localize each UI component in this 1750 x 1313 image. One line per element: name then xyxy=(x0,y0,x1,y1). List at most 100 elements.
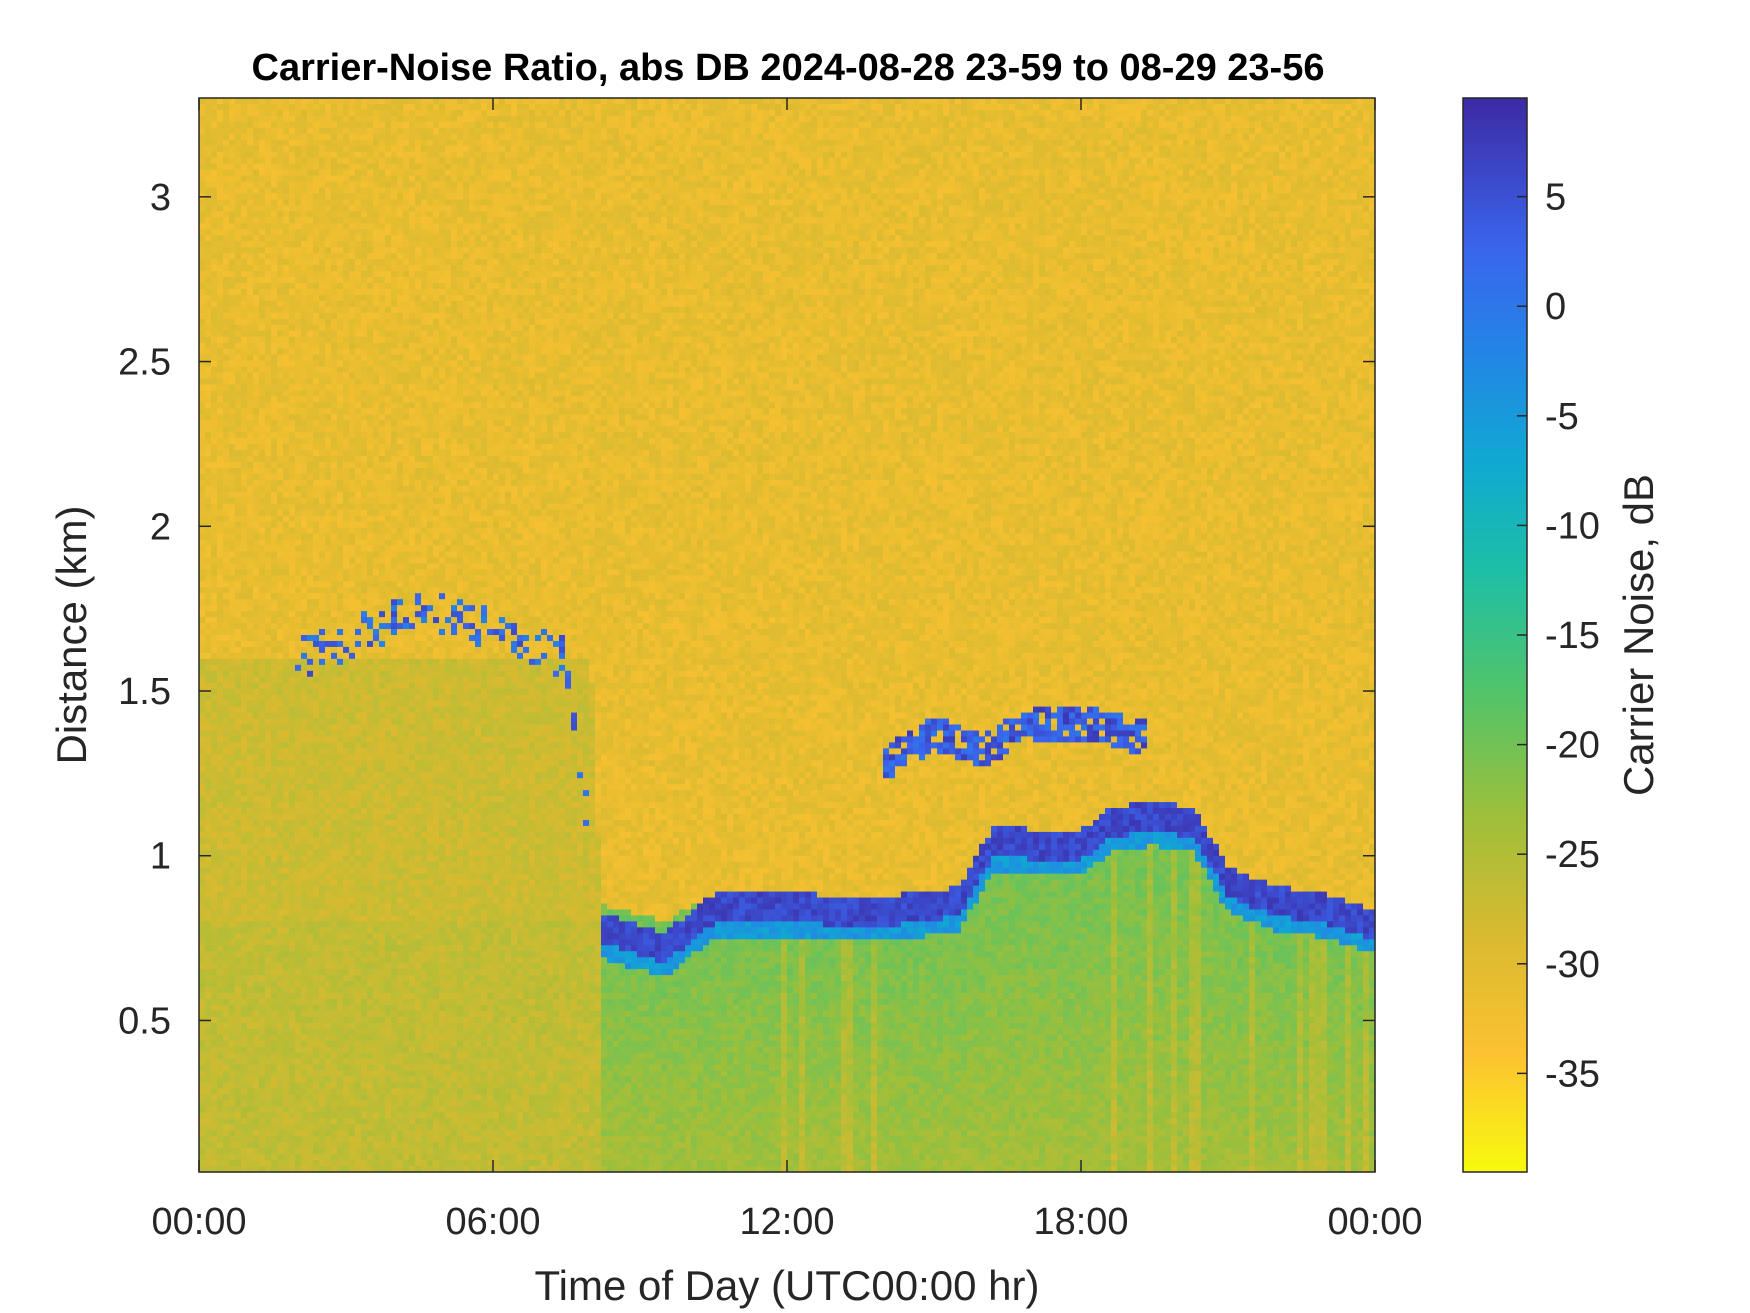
heatmap-cell xyxy=(307,641,314,648)
heatmap-cell xyxy=(283,176,290,183)
heatmap-cell xyxy=(289,647,296,654)
heatmap-cell xyxy=(223,170,230,177)
heatmap-cell xyxy=(235,110,242,117)
heatmap-cell xyxy=(241,725,248,732)
heatmap-cell xyxy=(277,772,284,779)
heatmap-cell xyxy=(289,796,296,803)
heatmap-cell xyxy=(241,426,248,433)
heatmap-cell xyxy=(235,408,242,415)
heatmap-cell xyxy=(235,211,242,218)
heatmap-cell xyxy=(277,193,284,200)
heatmap-cell xyxy=(211,438,218,445)
heatmap-cell xyxy=(283,963,290,970)
heatmap-cell xyxy=(295,1142,302,1149)
heatmap-cell xyxy=(235,498,242,505)
heatmap-cell xyxy=(271,438,278,445)
heatmap-cell xyxy=(307,969,314,976)
heatmap-cell xyxy=(283,426,290,433)
heatmap-cell xyxy=(307,420,314,427)
heatmap-cell xyxy=(259,689,266,696)
heatmap-cell xyxy=(295,199,302,206)
heatmap-cell xyxy=(283,492,290,499)
heatmap-cell xyxy=(283,874,290,881)
heatmap-cell xyxy=(301,730,308,737)
heatmap-cell xyxy=(301,265,308,272)
heatmap-cell xyxy=(247,886,254,893)
heatmap-cell xyxy=(253,689,260,696)
heatmap-cell xyxy=(247,426,254,433)
heatmap-cell xyxy=(229,868,236,875)
heatmap-cell xyxy=(205,1142,212,1149)
heatmap-cell xyxy=(229,587,236,594)
heatmap-cell xyxy=(283,229,290,236)
heatmap-cell xyxy=(241,587,248,594)
heatmap-cell xyxy=(211,188,218,195)
heatmap-cell xyxy=(277,420,284,427)
heatmap-cell xyxy=(265,933,272,940)
heatmap-cell xyxy=(259,844,266,851)
heatmap-cell xyxy=(283,1041,290,1048)
heatmap-cell xyxy=(223,563,230,570)
heatmap-cell xyxy=(277,778,284,785)
heatmap-cell xyxy=(301,1154,308,1161)
heatmap-cell xyxy=(229,211,236,218)
heatmap-cell xyxy=(223,1029,230,1036)
heatmap-cell xyxy=(241,104,248,111)
heatmap-cell xyxy=(247,372,254,379)
heatmap-cell xyxy=(241,372,248,379)
heatmap-cell xyxy=(205,921,212,928)
heatmap-cell xyxy=(229,736,236,743)
heatmap-cell xyxy=(277,951,284,958)
heatmap-cell xyxy=(283,1142,290,1149)
heatmap-cell xyxy=(295,372,302,379)
heatmap-cell xyxy=(235,1011,242,1018)
heatmap-cell xyxy=(229,128,236,135)
heatmap-cell xyxy=(295,659,302,666)
heatmap-cell xyxy=(271,450,278,457)
heatmap-cell xyxy=(247,1124,254,1131)
heatmap-cell xyxy=(211,796,218,803)
heatmap-cell xyxy=(265,1088,272,1095)
heatmap-cell xyxy=(211,378,218,385)
heatmap-cell xyxy=(295,1118,302,1125)
heatmap-cell xyxy=(283,892,290,899)
heatmap-cell xyxy=(295,677,302,684)
heatmap-cell xyxy=(217,1118,224,1125)
heatmap-cell xyxy=(277,390,284,397)
heatmap-cell xyxy=(307,886,314,893)
heatmap-cell xyxy=(259,683,266,690)
heatmap-cell xyxy=(259,563,266,570)
heatmap-cell xyxy=(271,909,278,916)
heatmap-cell xyxy=(223,450,230,457)
heatmap-cell xyxy=(253,116,260,123)
heatmap-cell xyxy=(211,1112,218,1119)
heatmap-cell xyxy=(205,152,212,159)
heatmap-cell xyxy=(229,605,236,612)
heatmap-cell xyxy=(217,1106,224,1113)
heatmap-cell xyxy=(247,235,254,242)
heatmap-cell xyxy=(217,528,224,535)
heatmap-cell xyxy=(247,617,254,624)
heatmap-cell xyxy=(301,176,308,183)
heatmap-cell xyxy=(265,677,272,684)
heatmap-cell xyxy=(199,969,206,976)
heatmap-cell xyxy=(295,319,302,326)
heatmap-cell xyxy=(277,736,284,743)
heatmap-cell xyxy=(235,927,242,934)
heatmap-cell xyxy=(271,253,278,260)
heatmap-cell xyxy=(229,886,236,893)
heatmap-cell xyxy=(271,689,278,696)
heatmap-cell xyxy=(295,1124,302,1131)
heatmap-cell xyxy=(223,730,230,737)
heatmap-cell xyxy=(223,713,230,720)
heatmap-cell xyxy=(229,116,236,123)
heatmap-cell xyxy=(217,647,224,654)
heatmap-cell xyxy=(211,874,218,881)
heatmap-cell xyxy=(289,707,296,714)
heatmap-cell xyxy=(307,695,314,702)
heatmap-cell xyxy=(217,587,224,594)
heatmap-cell xyxy=(241,1029,248,1036)
heatmap-cell xyxy=(199,134,206,141)
heatmap-cell xyxy=(283,1106,290,1113)
heatmap-cell xyxy=(265,820,272,827)
